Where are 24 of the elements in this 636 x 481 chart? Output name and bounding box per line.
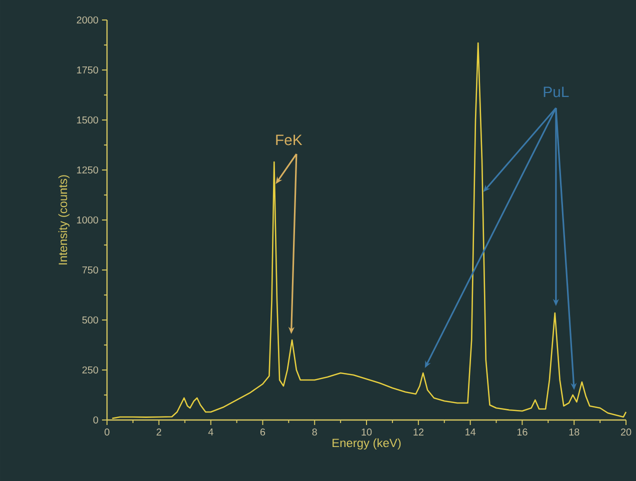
y-tick-label: 750 [82,266,98,274]
x-tick-label: 14 [466,428,476,436]
x-tick-label: 6 [260,428,266,436]
y-tick-label: 1000 [77,216,98,224]
y-tick-label: 0 [93,416,98,424]
x-tick-label: 2 [156,428,162,436]
x-tick-label: 0 [104,428,110,436]
annotation: FeK [276,134,302,146]
x-tick-label: 8 [312,428,317,436]
x-axis-title: Energy (keV) [332,438,401,450]
annotation: PuL [544,86,569,98]
x-tick-label: 20 [620,428,632,436]
y-tick-label: 1500 [77,116,98,124]
y-axis-title: Intensity (counts) [58,175,70,264]
y-tick-label: 2000 [76,16,98,24]
y-tick-label: 1750 [77,66,98,74]
y-tick-label: 500 [82,316,98,324]
y-tick-label: 1250 [77,166,98,174]
x-tick-label: 10 [362,428,372,436]
x-tick-label: 18 [569,428,580,436]
x-tick-label: 16 [517,428,528,436]
y-tick-label: 250 [82,366,98,374]
x-tick-label: 12 [414,428,424,436]
x-tick-label: 4 [208,428,214,436]
